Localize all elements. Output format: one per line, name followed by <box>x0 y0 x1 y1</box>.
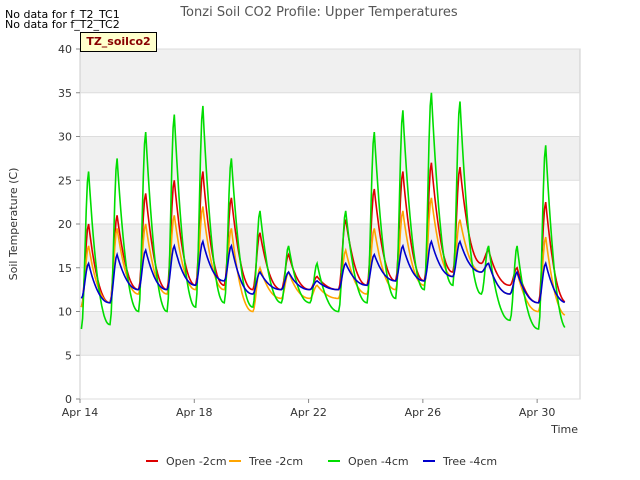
legend-label: Open -4cm <box>348 455 409 468</box>
y-tick-label: 15 <box>58 262 72 275</box>
y-axis-label: Soil Temperature (C) <box>7 168 20 281</box>
legend-label: Tree -4cm <box>442 455 497 468</box>
y-tick-label: 40 <box>58 43 72 56</box>
y-tick-label: 10 <box>58 306 72 319</box>
no-data-note-2: No data for f_T2_TC2 <box>5 18 120 31</box>
series-lines <box>80 92 566 330</box>
legend: Open -2cm Tree -2cm Open -4cm Tree -4cm <box>146 455 497 468</box>
plot-band <box>80 136 580 181</box>
series-line <box>80 238 566 304</box>
site-tag-label: TZ_soilco2 <box>80 32 157 52</box>
y-tick-label: 20 <box>58 218 72 231</box>
plot-band <box>80 311 580 356</box>
y-tick-label: 25 <box>58 174 72 187</box>
legend-label: Open -2cm <box>166 455 227 468</box>
plot-bands <box>80 49 580 356</box>
x-axis-label: Time <box>550 423 578 436</box>
x-tick-label: Apr 30 <box>519 406 556 419</box>
y-tick-label: 30 <box>58 131 72 144</box>
legend-label: Tree -2cm <box>248 455 303 468</box>
series-line <box>80 162 566 308</box>
y-ticks: 0 5 10 15 20 25 30 35 40 <box>58 43 80 406</box>
y-tick-label: 5 <box>65 349 72 362</box>
plot-band <box>80 224 580 268</box>
plot-band <box>80 49 580 93</box>
y-tick-label: 35 <box>58 87 72 100</box>
series-line <box>80 92 566 330</box>
no-data-note-1: No data for f_T2_TC1 <box>5 8 120 21</box>
x-tick-label: Apr 26 <box>405 406 442 419</box>
x-tick-label: Apr 22 <box>290 406 327 419</box>
x-tick-label: Apr 14 <box>62 406 99 419</box>
chart-title: Tonzi Soil CO2 Profile: Upper Temperatur… <box>179 5 458 20</box>
y-tick-label: 0 <box>65 393 72 406</box>
x-ticks: Apr 14 Apr 18 Apr 22 Apr 26 Apr 30 <box>62 399 556 419</box>
gridlines <box>80 48 580 400</box>
x-tick-label: Apr 18 <box>176 406 213 419</box>
